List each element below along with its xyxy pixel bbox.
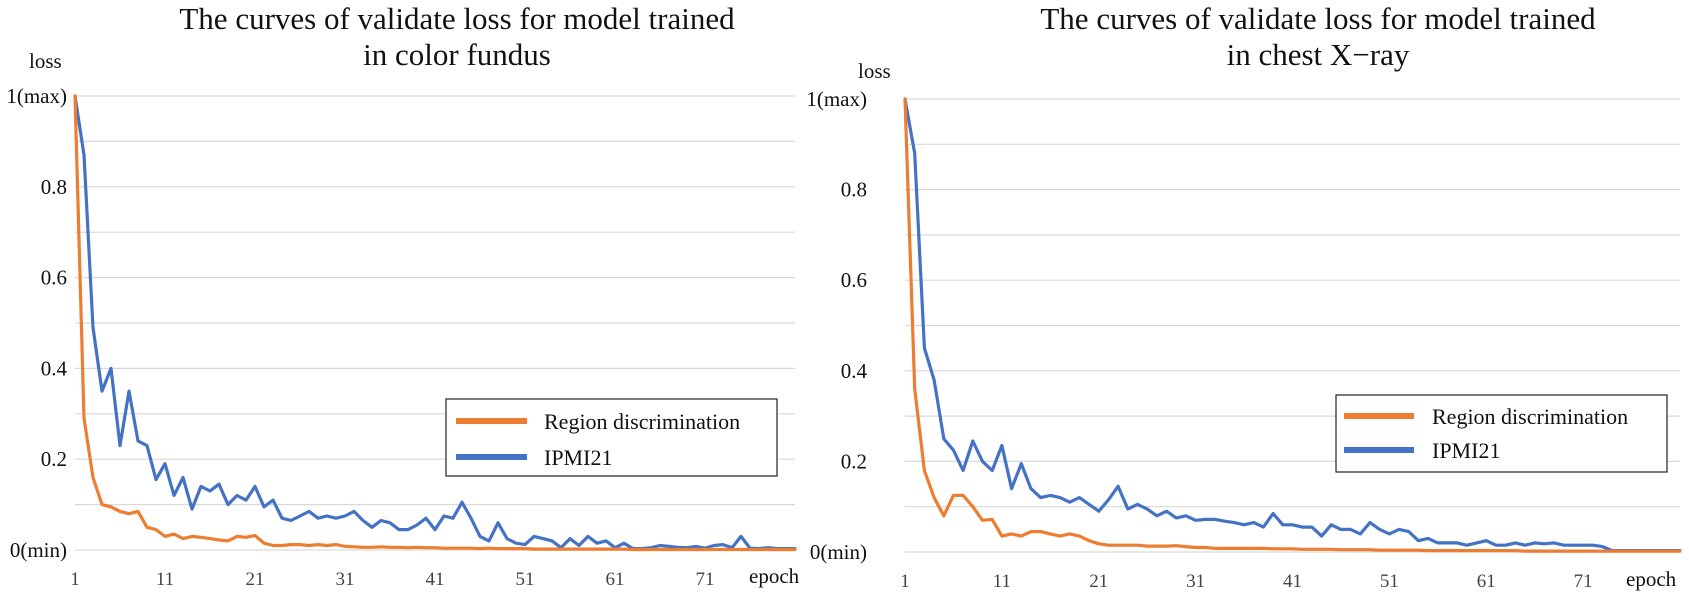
chart-chest-xray: The curves of validate loss for model tr… <box>806 1 1682 592</box>
y-tick-label: 0.2 <box>841 449 867 473</box>
chart-title-line1: The curves of validate loss for model tr… <box>1040 1 1596 36</box>
x-tick-label: 11 <box>993 571 1011 592</box>
x-tick-label: 71 <box>696 569 715 590</box>
legend-label-region: Region discrimination <box>1432 404 1628 429</box>
y-tick-label: 1(max) <box>806 87 867 111</box>
y-axis-label: loss <box>29 49 62 73</box>
x-tick-label: 71 <box>1574 571 1593 592</box>
x-axis-label: epoch <box>749 564 800 588</box>
chart-title-line2: in color fundus <box>363 37 551 72</box>
legend: Region discrimination IPMI21 <box>445 398 778 477</box>
legend-label-ipmi21: IPMI21 <box>544 445 612 470</box>
legend-box <box>445 398 778 477</box>
series-lines <box>903 97 1682 553</box>
x-tick-label: 31 <box>336 569 355 590</box>
x-tick-label: 51 <box>1380 571 1399 592</box>
x-tick-label: 51 <box>516 569 535 590</box>
x-tick-label: 21 <box>246 569 265 590</box>
series-lines <box>73 94 797 552</box>
x-tick-label: 1 <box>70 569 80 590</box>
legend: Region discrimination IPMI21 <box>1335 394 1668 473</box>
x-tick-label: 1 <box>900 571 910 592</box>
series-line-ipmi21 <box>903 97 1682 553</box>
gridlines <box>905 98 1680 553</box>
x-tick-label: 31 <box>1186 571 1205 592</box>
y-tick-label: 0.4 <box>41 356 68 380</box>
y-tick-label: 0.4 <box>841 359 868 383</box>
x-tick-label: 11 <box>156 569 174 590</box>
y-axis-label: loss <box>858 59 891 83</box>
x-tick-label: 41 <box>1283 571 1302 592</box>
chart-title-line2: in chest X−ray <box>1227 37 1410 72</box>
x-axis-label: epoch <box>1626 567 1677 591</box>
y-tick-label: 0.6 <box>841 268 867 292</box>
y-tick-label: 0.2 <box>41 447 67 471</box>
y-tick-label: 0(min) <box>810 540 867 564</box>
y-tick-label: 0(min) <box>10 538 67 562</box>
legend-label-ipmi21: IPMI21 <box>1432 438 1500 463</box>
x-tick-label: 21 <box>1089 571 1108 592</box>
x-tick-labels: 1 11 21 31 41 51 61 71 <box>900 571 1592 592</box>
x-tick-label: 61 <box>1477 571 1496 592</box>
y-tick-label: 0.8 <box>41 175 67 199</box>
legend-box <box>1335 394 1668 473</box>
y-tick-labels: 0(min) 0.2 0.4 0.6 0.8 1(max) <box>6 84 67 562</box>
y-tick-label: 1(max) <box>6 84 67 108</box>
legend-label-region: Region discrimination <box>544 409 740 434</box>
x-tick-labels: 1 11 21 31 41 51 61 71 <box>70 569 714 590</box>
chart-color-fundus: The curves of validate loss for model tr… <box>6 1 799 590</box>
series-line-ipmi21 <box>73 94 797 551</box>
y-tick-labels: 0(min) 0.2 0.4 0.6 0.8 1(max) <box>806 87 867 564</box>
y-tick-label: 0.8 <box>841 178 867 202</box>
x-tick-label: 61 <box>606 569 625 590</box>
y-tick-label: 0.6 <box>41 266 67 290</box>
chart-title-line1: The curves of validate loss for model tr… <box>179 1 735 36</box>
series-line-region-discrimination <box>903 97 1682 553</box>
x-tick-label: 41 <box>426 569 445 590</box>
series-line-region-discrimination <box>73 94 797 552</box>
